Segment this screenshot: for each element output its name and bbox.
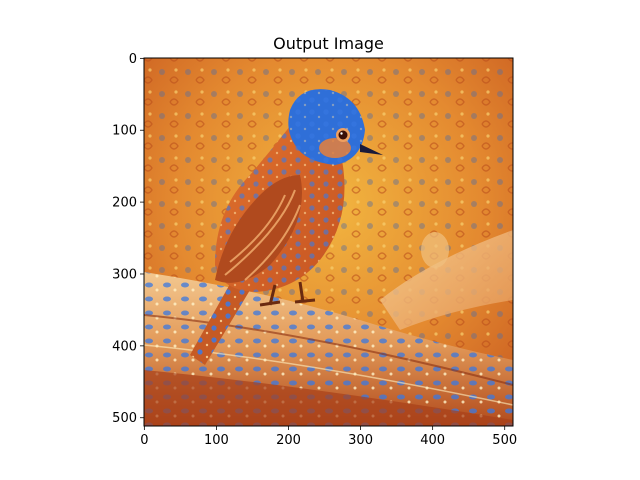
background-branch-knot [421,232,449,268]
x-axis: 0 100 200 300 400 500 [140,426,517,448]
x-tick-label: 0 [140,433,148,448]
y-tick-label: 100 [112,124,137,139]
bird-beak [360,144,383,155]
branch-edge-line [144,344,513,406]
branch-edge-line [144,314,513,386]
bird-wing-stripes [224,189,301,281]
bird-eye [338,130,348,140]
x-tick-label: 100 [204,433,229,448]
background-branch [380,230,513,330]
figure-title: Output Image [273,34,384,53]
y-tick-label: 500 [112,411,137,426]
y-axis: 0 100 200 300 400 500 [112,52,144,426]
bird-foot [259,298,316,307]
x-tick-label: 500 [492,433,517,448]
y-tick-label: 400 [112,339,137,354]
bird-cheek [319,138,351,158]
x-tick-label: 300 [348,433,373,448]
x-tick-label: 400 [420,433,445,448]
y-tick-label: 300 [112,267,137,282]
y-tick-label: 0 [129,52,137,67]
branch-lower-stripe [144,370,513,426]
axes-frame [143,57,514,427]
y-tick-label: 200 [112,196,137,211]
x-tick-label: 200 [276,433,301,448]
bird-leg [268,281,305,306]
output-image [144,58,513,426]
bird-tail-texture [190,275,250,365]
bird-eye-highlight [340,132,343,135]
